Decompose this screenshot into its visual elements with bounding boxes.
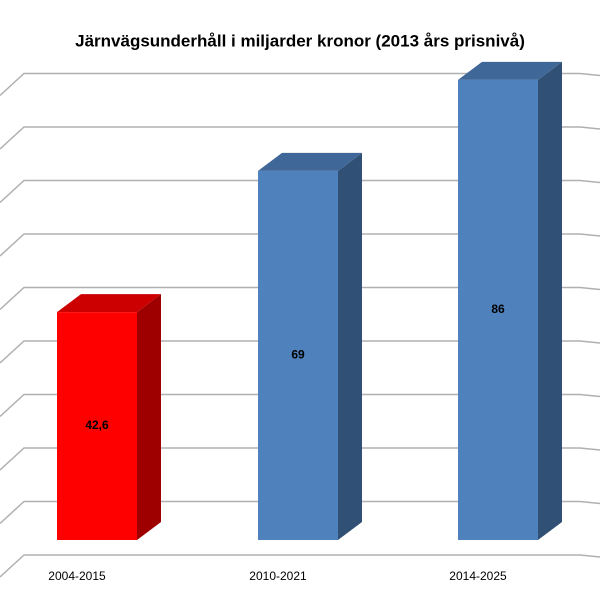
bar [57, 294, 161, 540]
bar-front [458, 79, 538, 541]
bar-front [258, 170, 338, 540]
bar-top [458, 61, 562, 80]
value-label: 86 [491, 302, 505, 316]
bar [258, 152, 362, 540]
grid-line [0, 126, 600, 150]
bar-front [57, 312, 137, 540]
value-label: 42,6 [85, 418, 109, 432]
grid-line [0, 554, 600, 578]
value-label: 69 [291, 348, 305, 362]
bar [458, 61, 562, 541]
x-tick-label: 2014-2025 [449, 569, 507, 583]
grid-line [0, 72, 600, 97]
x-tick-label: 2010-2021 [249, 569, 307, 583]
bar-side [137, 294, 161, 540]
bar-top [258, 152, 362, 171]
bar-top [57, 294, 161, 313]
chart-title: Järnvägsunderhåll i miljarder kronor (20… [75, 31, 525, 50]
bar-side [538, 61, 562, 541]
bar-side [338, 152, 362, 540]
x-tick-label: 2004-2015 [48, 569, 106, 583]
